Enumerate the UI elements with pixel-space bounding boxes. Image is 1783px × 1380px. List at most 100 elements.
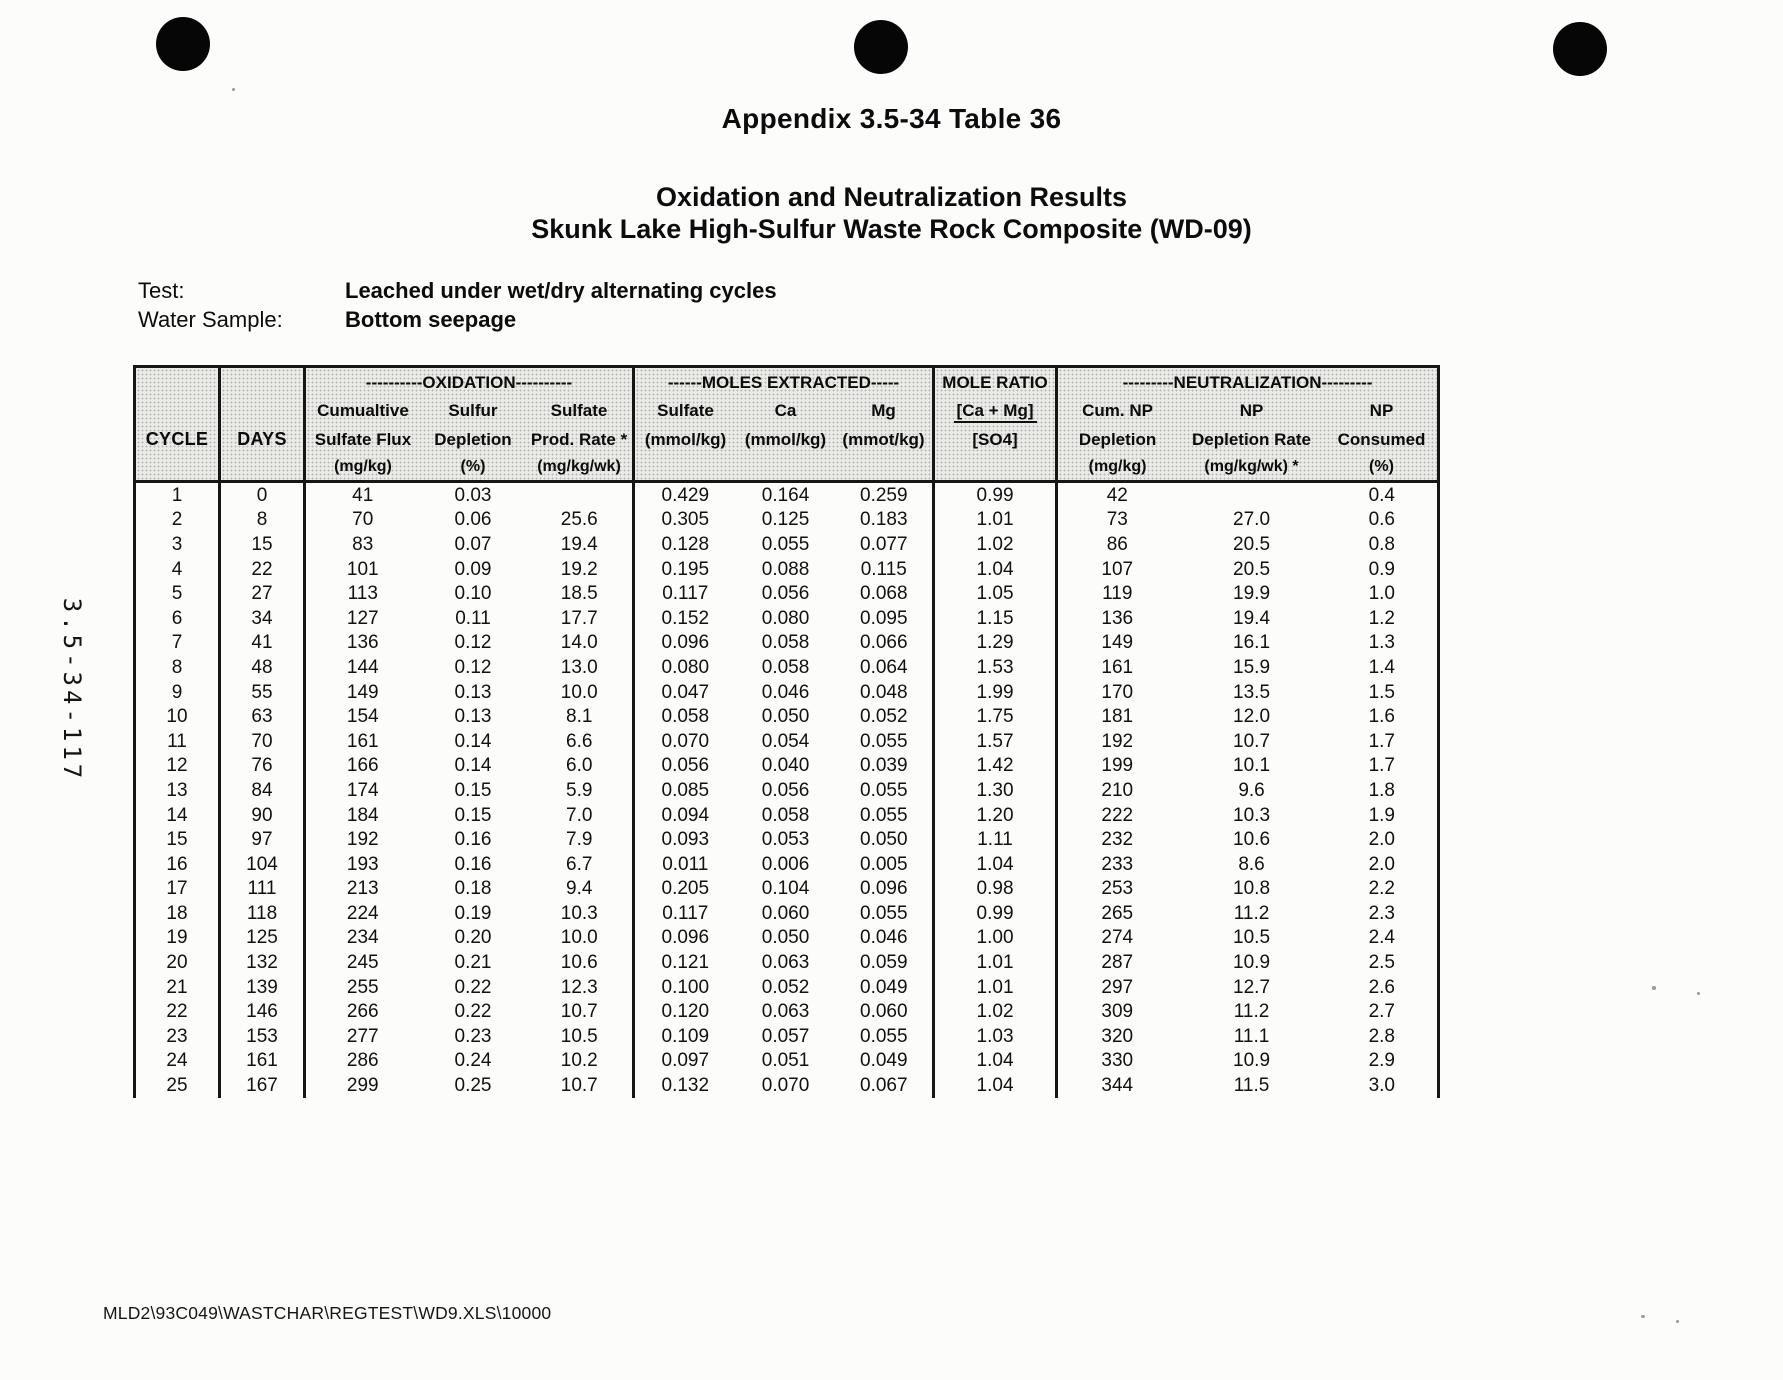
cell: 2.0 — [1368, 829, 1395, 851]
cell: 10.3 — [560, 902, 598, 924]
cell: 2.7 — [1368, 1001, 1395, 1023]
moles-col2-unit: (mmol/kg) — [744, 429, 827, 449]
cell: 0.164 — [761, 484, 810, 506]
scan-speck — [1676, 1320, 1679, 1323]
cell: 118 — [218, 901, 305, 926]
cell: 11.5 — [1233, 1075, 1270, 1097]
cell: 7.9 — [566, 829, 593, 851]
moles-col1-name: Sulfate — [657, 400, 714, 420]
cell: 0.117 — [632, 581, 736, 606]
cell: 104 — [218, 851, 305, 877]
cell: 0.060 — [860, 1001, 908, 1023]
cell: 161 — [1055, 655, 1177, 680]
cell: 10.3 — [1233, 804, 1271, 826]
cell: 10.5 — [1233, 927, 1271, 949]
cell: 0.115 — [860, 558, 907, 580]
table-row: 1 0 41 0.03 0.429 0.164 0.259 0.99 42 0.4 — [135, 481, 1439, 508]
cell: 12.7 — [1233, 976, 1271, 998]
water-sample-row: Water Sample: Bottom seepage — [138, 305, 777, 334]
cell: 274 — [1055, 925, 1177, 951]
cell: 245 — [303, 950, 420, 975]
cell: 0.205 — [632, 876, 736, 902]
moles-col1-unit: (mmol/kg) — [644, 429, 727, 449]
cell: 113 — [303, 581, 420, 606]
cell: 1.02 — [932, 999, 1057, 1025]
table-row: 12 76 166 0.14 6.0 0.056 0.040 0.039 1.42 199 10.1… — [135, 753, 1439, 779]
oxidation-col1-name2: Sulfate Flux — [314, 429, 412, 449]
cell: 0.055 — [860, 779, 908, 801]
document-title-line1: Oxidation and Neutralization Results — [655, 182, 1128, 212]
cell: 0.006 — [761, 853, 810, 875]
cell: 2.3 — [1368, 902, 1395, 924]
cell: 0.10 — [454, 583, 492, 605]
cell: 0.14 — [454, 755, 492, 777]
cell: 1.15 — [932, 605, 1057, 631]
cell: 2.4 — [1368, 927, 1395, 949]
cell: 19.9 — [1233, 583, 1271, 605]
cell: 6.7 — [566, 853, 593, 875]
cell: 0.16 — [454, 829, 492, 851]
cell: 125 — [218, 925, 305, 951]
cell: 10.9 — [1233, 1050, 1271, 1072]
cell: 0.055 — [860, 730, 908, 752]
oxidation-col2-unit: (%) — [460, 458, 486, 475]
table-row: 13 84 174 0.15 5.9 0.085 0.056 0.055 1.30 210 9.6 1… — [135, 778, 1439, 803]
cell: 10.7 — [1233, 730, 1271, 752]
cell: 0.22 — [454, 1001, 492, 1023]
cell: 0.117 — [632, 901, 736, 926]
cell: 286 — [303, 1048, 420, 1074]
cell: 1.02 — [932, 532, 1057, 557]
cell: 6.0 — [566, 755, 593, 777]
table-row: 10 63 154 0.13 8.1 0.058 0.050 0.052 1.75 181 12.0… — [135, 704, 1439, 729]
cell: 1.0 — [1368, 583, 1395, 605]
cell: 0.183 — [860, 509, 908, 531]
cell: 146 — [218, 999, 305, 1025]
cell: 3.0 — [1368, 1075, 1395, 1097]
cell: 0.104 — [761, 878, 810, 900]
cell: 0.070 — [632, 728, 736, 754]
cell: 0.046 — [761, 681, 810, 703]
cell: 1.53 — [932, 655, 1057, 680]
appendix-title: Appendix 3.5-34 Table 36 — [721, 103, 1062, 134]
cell: 11.1 — [1233, 1025, 1270, 1047]
cell: 0.049 — [860, 976, 908, 998]
cell: 0.060 — [761, 902, 810, 924]
cell: 224 — [303, 901, 420, 926]
cell: 0.066 — [860, 632, 908, 654]
cell: 0.15 — [454, 779, 492, 801]
cell: 0.99 — [932, 901, 1057, 926]
cell: 0.125 — [761, 509, 810, 531]
table-row: 19 125 234 0.20 10.0 0.096 0.050 0.046 1.00 274 10… — [135, 925, 1439, 951]
cell: 86 — [1055, 532, 1177, 557]
table-row: 16 104 193 0.16 6.7 0.011 0.006 0.005 1.04 233 8.6… — [135, 851, 1439, 877]
cell: 2.5 — [1368, 952, 1395, 974]
cell: 0.005 — [860, 853, 908, 875]
cell: 153 — [218, 1024, 305, 1049]
oxidation-col3-name2: Prod. Rate * — [530, 429, 628, 449]
cell: 8 — [171, 656, 183, 678]
cell: 149 — [303, 679, 420, 705]
cell: 0.068 — [860, 583, 908, 605]
cell: 0.096 — [632, 925, 736, 951]
cell: 166 — [303, 753, 420, 779]
water-sample-label: Water Sample: — [138, 307, 283, 332]
cell: 0.058 — [761, 804, 810, 826]
cell: 70 — [218, 728, 305, 754]
cell: 0.128 — [632, 532, 736, 557]
table-row: 7 41 136 0.12 14.0 0.096 0.058 0.066 1.29 149 16.1… — [135, 630, 1439, 656]
cell: 12.3 — [560, 976, 598, 998]
mole-ratio-denominator: [SO4] — [972, 429, 1018, 449]
cell: 0.097 — [632, 1048, 736, 1074]
cell: 3 — [171, 533, 183, 555]
table-row: 14 90 184 0.15 7.0 0.094 0.058 0.055 1.20 222 10.3… — [135, 802, 1439, 828]
cell: 0.15 — [454, 804, 492, 826]
neutralization-col3-name: NP — [1369, 400, 1394, 420]
cell: 1.00 — [932, 925, 1057, 951]
col-header-days: DAYS — [218, 366, 305, 482]
scan-speck — [232, 88, 235, 91]
table-row: 15 97 192 0.16 7.9 0.093 0.053 0.050 1.11 232 10.6… — [135, 827, 1439, 852]
cell: 7.0 — [566, 804, 593, 826]
neutralization-col2-unit: (mg/kg/wk) * — [1204, 458, 1299, 475]
cell: 4 — [171, 558, 183, 580]
table-row: 3 15 83 0.07 19.4 0.128 0.055 0.077 1.02 86 20.5 0.… — [135, 532, 1439, 557]
